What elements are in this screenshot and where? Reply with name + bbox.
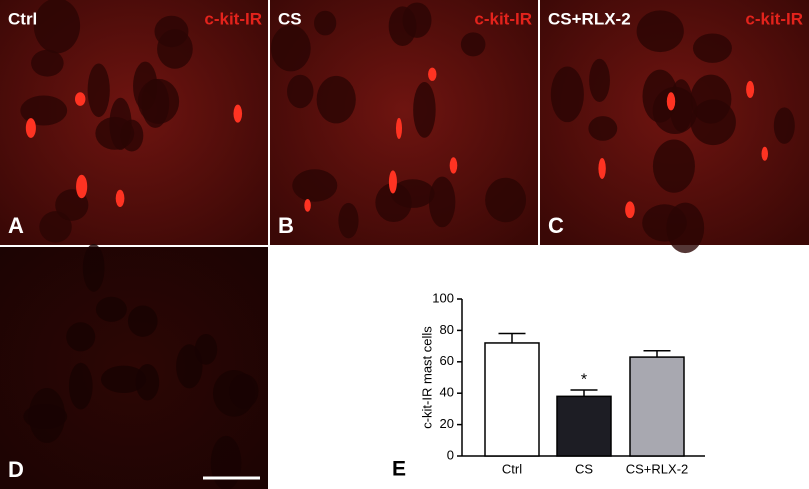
significance-mark: * [581,371,587,388]
mast-cell [625,201,635,219]
panel-letter: D [8,457,24,482]
cell-nucleus [28,388,66,443]
cell-nucleus [550,66,584,123]
mast-cell [76,174,88,199]
cell-nucleus [95,296,127,322]
bar [629,356,685,457]
cell-nucleus [316,75,356,124]
mast-cell [115,189,125,207]
cell-nucleus [87,63,110,118]
panel-stain: c-kit-IR [745,9,803,28]
cell-nucleus [388,6,417,47]
micrograph-panel [270,0,538,245]
cell-nucleus [588,116,618,141]
cell-nucleus [313,10,337,36]
panel-stain: c-kit-IR [474,9,532,28]
bar [556,395,612,457]
cell-nucleus [82,243,105,292]
mast-cell [746,80,755,98]
mast-cell [428,67,437,81]
micrograph-panel [0,243,268,489]
panel-letter: B [278,213,294,238]
mast-cell [233,104,243,123]
y-tick-label: 60 [440,353,454,368]
cell-nucleus [20,95,68,126]
mast-cell [666,92,676,111]
cell-nucleus [127,305,158,337]
micrograph-panel [0,0,268,245]
cell-nucleus [692,33,732,63]
cell-nucleus [690,74,732,124]
mast-cell [74,92,86,106]
cell-nucleus [31,49,64,77]
cell-nucleus [460,32,486,57]
mast-cell [761,146,769,161]
cell-nucleus [338,202,359,239]
panel-condition: CS+RLX-2 [548,9,631,28]
cell-nucleus [39,211,72,243]
panel-letter: A [8,213,24,238]
cell-nucleus [413,81,436,138]
y-tick-label: 100 [432,290,454,305]
cell-nucleus [666,202,705,254]
cell-nucleus [652,139,695,193]
cell-nucleus [68,362,93,410]
y-tick-label: 40 [440,385,454,400]
cell-nucleus [95,116,135,150]
mast-cell [388,170,397,194]
mast-cell [598,158,606,179]
cell-nucleus [229,373,259,409]
panel-letter: E [392,458,406,481]
cell-nucleus [391,179,435,208]
mast-cell [25,118,36,138]
mast-cell [449,157,458,174]
cell-nucleus [287,74,314,109]
panel-stain: c-kit-IR [204,9,262,28]
cell-nucleus [137,78,180,124]
cell-nucleus [194,333,218,365]
cell-nucleus [773,107,795,144]
bar [484,342,540,457]
cell-nucleus [636,10,684,53]
y-tick-label: 80 [440,322,454,337]
mast-cell [304,198,311,212]
y-tick-label: 0 [447,447,454,462]
mast-cell [395,117,403,139]
micrograph-panel [540,0,809,254]
cell-nucleus [135,363,160,401]
cell-nucleus [66,322,96,352]
cell-nucleus [33,0,81,54]
panel-letter: C [548,213,564,238]
cell-nucleus [210,435,242,489]
cell-nucleus [157,29,193,69]
y-axis-label: c-kit-IR mast cells [419,326,434,429]
cell-nucleus [652,86,698,135]
cell-nucleus [270,25,311,72]
x-tick-label: CS [575,461,593,476]
cell-nucleus [428,176,456,228]
cell-nucleus [589,58,610,102]
cell-nucleus [485,177,527,223]
cell-nucleus [292,169,338,202]
y-tick-label: 20 [440,416,454,431]
panel-condition: Ctrl [8,9,37,28]
x-tick-label: CS+RLX-2 [626,461,689,476]
cell-nucleus [100,365,147,393]
panel-condition: CS [278,9,302,28]
x-tick-label: Ctrl [502,461,522,476]
